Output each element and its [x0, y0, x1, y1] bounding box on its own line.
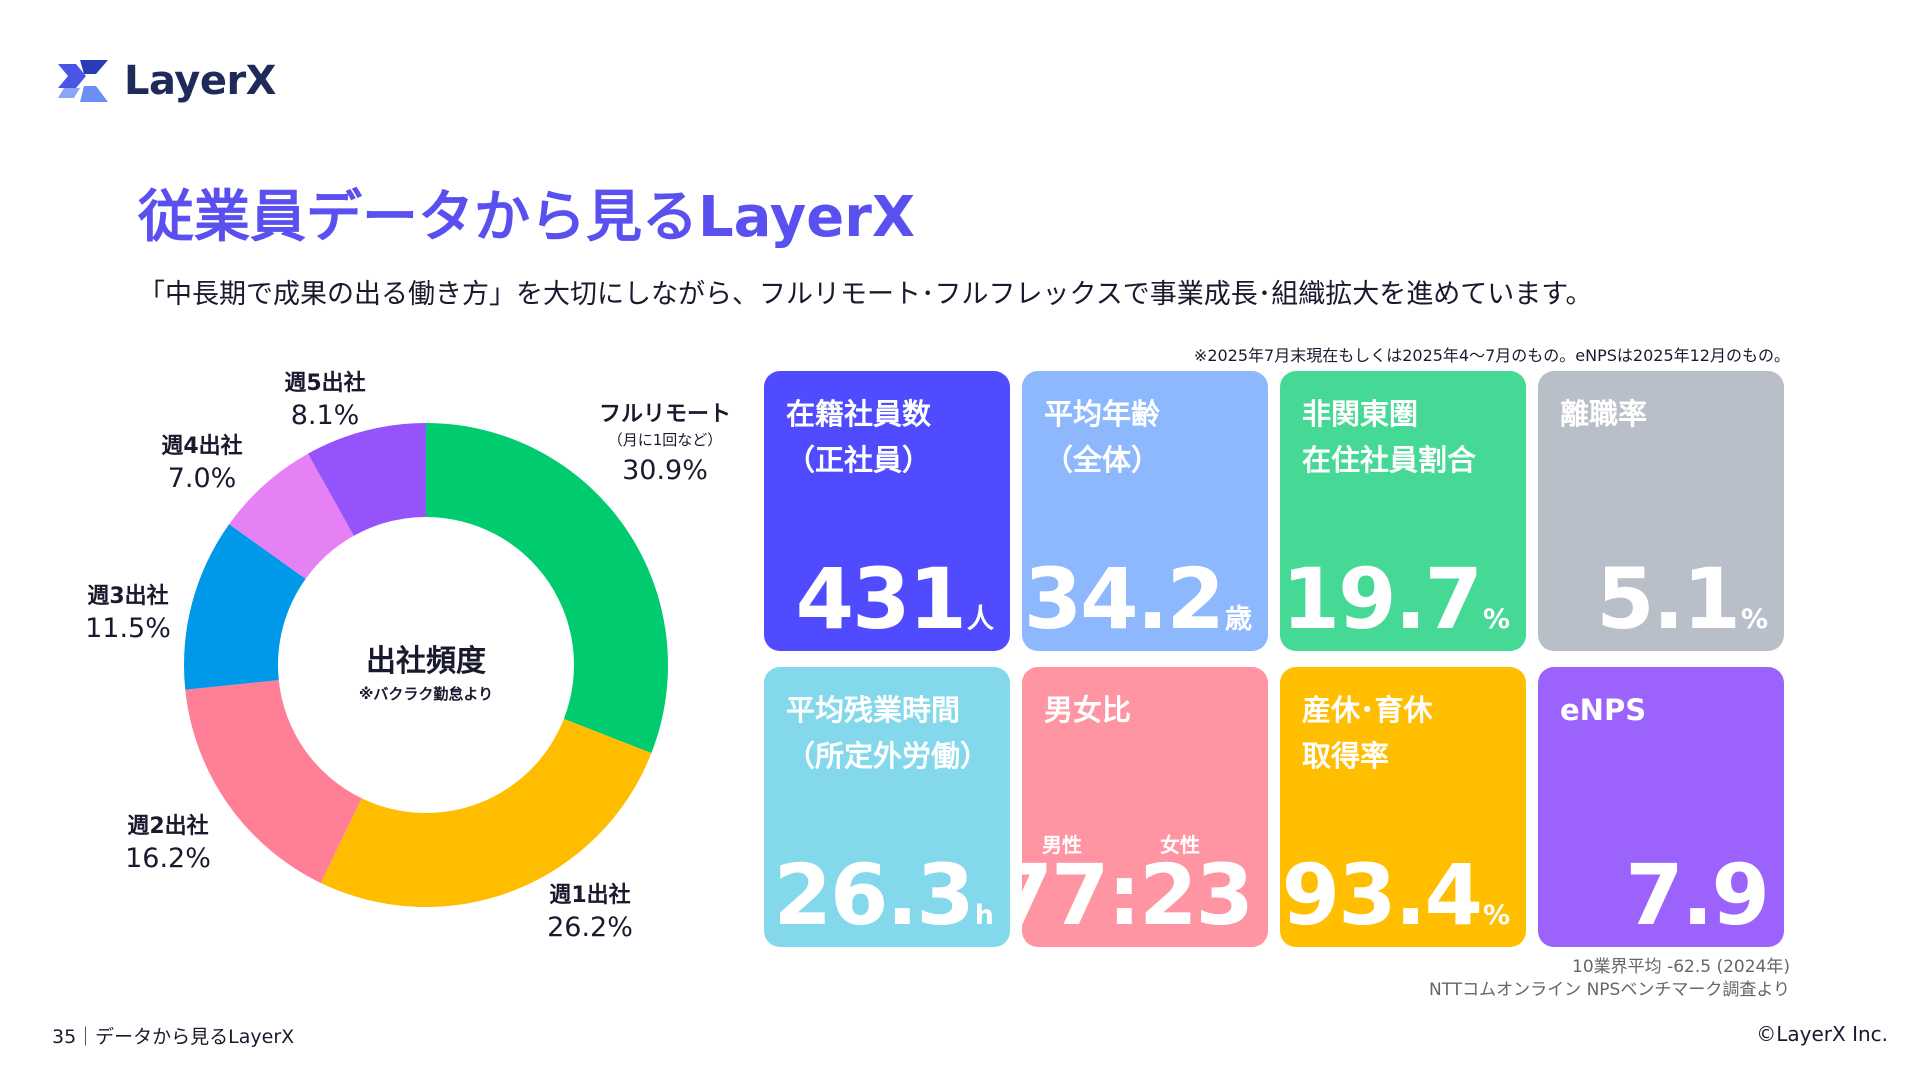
female-label: 女性: [1160, 833, 1200, 857]
donut-center-title: 出社頻度: [366, 644, 486, 679]
kpi-card-label: 在籍社員数 （正社員）: [786, 391, 931, 483]
slice-value: 30.9%: [622, 455, 708, 486]
kpi-card-4: 離職率 5.1%: [1538, 371, 1784, 651]
kpi-card-value-wrap: 93.4%: [1282, 853, 1510, 937]
kpi-card-value-wrap: 77:23: [1022, 853, 1254, 937]
kpi-card-unit: %: [1740, 604, 1768, 635]
kpi-card-label: eNPS: [1560, 687, 1646, 733]
slice-value: 16.2%: [125, 843, 211, 874]
kpi-card-2: 平均年齢 （全体） 34.2歳: [1022, 371, 1268, 651]
footer-copyright: ©LayerX Inc.: [1756, 1022, 1888, 1046]
kpi-card-label-line: 非関東圏: [1302, 397, 1419, 431]
kpi-card-value: 93.4: [1281, 846, 1483, 944]
donut-slice-2: [320, 718, 652, 907]
page-title: 従業員データから見るLayerX: [138, 185, 916, 250]
kpi-card-label-line: 在籍社員数: [786, 397, 932, 431]
kpi-card-label: 離職率: [1560, 391, 1647, 437]
slice-value: 8.1%: [291, 400, 360, 431]
kpi-card-1: 在籍社員数 （正社員） 431人: [764, 371, 1010, 651]
donut-slice-3: [185, 680, 362, 883]
enps-benchmark-note: 10業界平均 -62.5 (2024年) NTTコムオンライン NPSベンチマー…: [1429, 956, 1790, 1002]
slice-label: フルリモート: [599, 402, 731, 427]
attendance-donut-chart: 出社頻度 ※バクラク勤怠より フルリモート （月に1回など） 30.9% 週1出社 26…: [85, 370, 731, 943]
slice-value: 11.5%: [85, 613, 171, 644]
kpi-card-label-line: 平均年齢: [1044, 397, 1161, 431]
slice-sublabel: （月に1回など）: [608, 431, 723, 449]
kpi-card-7: 産休･育休取得率 93.4%: [1280, 667, 1526, 947]
kpi-card-value: 431: [795, 550, 967, 648]
data-note: ※2025年7月末現在もしくは2025年4〜7月のもの。eNPSは2025年12…: [1193, 346, 1790, 365]
logo-text: LayerX: [124, 58, 277, 104]
kpi-card-label: 男女比: [1044, 687, 1131, 733]
kpi-card-value: 5.1: [1596, 550, 1741, 648]
page-subtitle: 「中長期で成果の出る働き方」を大切にしながら、フルリモート･フルフレックスで事業…: [138, 279, 1593, 310]
kpi-card-value: 19.7: [1281, 550, 1483, 648]
kpi-card-value-wrap: 26.3h: [774, 853, 995, 937]
kpi-card-label: 平均年齢 （全体）: [1044, 391, 1160, 483]
donut-slice-4: [184, 524, 306, 690]
kpi-card-label-line: 平均残業時間: [786, 693, 961, 727]
male-label: 男性: [1042, 833, 1082, 857]
slice-label: 週1出社: [549, 882, 630, 908]
benchmark-line: 10業界平均 -62.5 (2024年): [1572, 957, 1790, 977]
slice-value: 26.2%: [547, 912, 633, 943]
kpi-card-label-line: 離職率: [1560, 397, 1648, 431]
donut-center-subtitle: ※バクラク勤怠より: [359, 685, 493, 703]
kpi-card-label-line: （正社員）: [786, 443, 932, 477]
slice-label: 週3出社: [87, 583, 168, 609]
kpi-card-label: 非関東圏在住社員割合: [1302, 391, 1476, 483]
kpi-card-value-wrap: 431人: [796, 557, 994, 641]
kpi-card-value: 7.9: [1625, 846, 1770, 944]
kpi-card-unit: h: [974, 900, 994, 931]
donut-slice-6: [307, 423, 426, 536]
kpi-card-grid: 在籍社員数 （正社員） 431人 平均年齢 （全体） 34.2歳 非関東圏 在住社員割合 19.…: [764, 371, 1786, 947]
kpi-card-unit: 人: [967, 604, 994, 635]
kpi-card-8: eNPS 7.9: [1538, 667, 1784, 947]
kpi-card-value-wrap: 34.2歳: [1024, 557, 1252, 641]
slice-label: 週5出社: [284, 370, 365, 396]
footer-page-label: 35｜データから見るLayerX: [52, 1026, 295, 1048]
kpi-card-label-line: （所定外労働）: [786, 739, 990, 773]
kpi-card-label: 平均残業時間 （所定外労働）: [786, 687, 989, 779]
layerx-logo-icon: [58, 60, 108, 102]
kpi-card-3: 非関東圏在住社員割合 19.7%: [1280, 371, 1526, 651]
donut-slice-1: [426, 423, 668, 754]
kpi-card-label-line: 産休･育休: [1302, 693, 1433, 727]
kpi-card-unit: %: [1482, 900, 1510, 931]
kpi-card-label-line: eNPS: [1560, 693, 1647, 727]
kpi-card-value: 26.3: [773, 846, 975, 944]
kpi-card-unit: 歳: [1225, 604, 1252, 635]
kpi-card-value: 77:23: [1022, 846, 1254, 944]
slice-label: 週2出社: [127, 813, 208, 839]
kpi-card-value-wrap: 7.9: [1625, 853, 1770, 937]
kpi-card-value: 34.2: [1023, 550, 1225, 648]
kpi-card-label-line: 取得率: [1302, 739, 1390, 773]
kpi-card-label-line: 男女比: [1044, 693, 1132, 727]
kpi-card-label: 産休･育休取得率: [1302, 687, 1433, 779]
slice-value: 7.0%: [168, 463, 237, 494]
kpi-card-label-line: 在住社員割合: [1302, 443, 1477, 477]
kpi-card-5: 平均残業時間 （所定外労働） 26.3h: [764, 667, 1010, 947]
kpi-card-value-wrap: 5.1%: [1596, 557, 1768, 641]
kpi-card-unit: %: [1482, 604, 1510, 635]
donut-slice-5: [229, 453, 354, 579]
benchmark-source: NTTコムオンライン NPSベンチマーク調査より: [1428, 980, 1790, 1000]
kpi-card-label-line: （全体）: [1044, 443, 1161, 477]
slice-label: 週4出社: [161, 433, 242, 459]
logo: LayerX: [56, 58, 277, 104]
kpi-card-value-wrap: 19.7%: [1282, 557, 1510, 641]
